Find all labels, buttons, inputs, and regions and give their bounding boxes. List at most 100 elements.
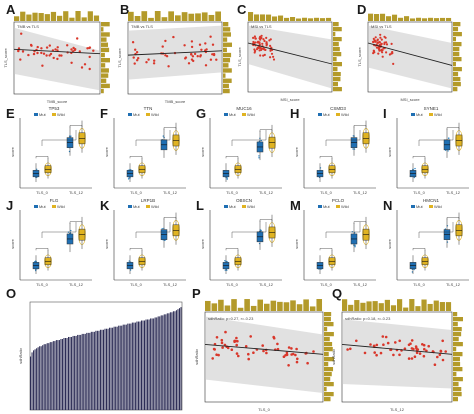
marginal-bar-top <box>296 18 302 21</box>
data-point <box>378 40 381 44</box>
waterfall-bar <box>84 333 86 410</box>
waterfall-bar <box>37 347 39 410</box>
marginal-bar-top <box>211 303 218 311</box>
group-label-m: TLS_0 <box>320 282 333 287</box>
waterfall-bar <box>122 324 124 410</box>
legend-label-wild-e: Wild <box>57 112 65 117</box>
marginal-bar-right <box>101 47 110 53</box>
waterfall-bar <box>106 328 108 410</box>
marginal-bar-right <box>324 392 334 397</box>
marginal-bar-right <box>333 77 341 82</box>
marginal-bar-top <box>14 16 20 21</box>
group-label-i: TLS_12 <box>446 190 461 195</box>
marginal-bar-right <box>453 27 459 32</box>
waterfall-bar <box>68 336 70 410</box>
marginal-bar-right <box>333 42 339 47</box>
waterfall-bar <box>159 316 161 410</box>
data-point <box>145 61 148 64</box>
data-point <box>88 55 91 59</box>
significance-bracket <box>69 221 83 224</box>
marginal-bar-top <box>257 299 264 311</box>
marginal-bar-top <box>148 17 154 21</box>
marginal-bar-top <box>87 11 93 21</box>
waterfall-bar <box>139 321 141 410</box>
data-point <box>270 52 274 55</box>
data-point <box>92 49 95 52</box>
data-point <box>260 36 263 40</box>
y-axis-label-n: score <box>387 238 392 249</box>
significance-bracket <box>446 217 460 220</box>
group-label-e: TLS_12 <box>69 190 84 195</box>
marginal-bar-top <box>231 299 237 311</box>
data-point <box>290 347 293 350</box>
confidence-band-q <box>342 319 452 389</box>
marginal-bar-right <box>223 42 232 47</box>
regression-line-d <box>367 42 453 66</box>
data-point <box>421 343 424 346</box>
waterfall-bar <box>43 344 45 410</box>
data-point <box>21 50 25 53</box>
panel-label-l: L <box>196 198 204 213</box>
waterfall-bar <box>87 332 89 410</box>
data-point <box>372 40 375 43</box>
group-bracket <box>418 222 454 238</box>
legend-swatch-wild-j <box>52 205 56 208</box>
jitter-point <box>411 271 414 273</box>
data-point <box>253 48 256 51</box>
data-point <box>196 55 199 58</box>
data-point <box>88 46 92 49</box>
x-axis-label-b: TMB_score <box>165 99 186 104</box>
waterfall-bar <box>64 338 67 410</box>
data-point <box>260 34 263 37</box>
legend-swatch-mut-j <box>34 205 38 208</box>
data-point <box>287 364 290 367</box>
waterfall-bar <box>34 349 36 410</box>
marginal-bar-top <box>181 12 188 21</box>
waterfall-bar <box>121 325 123 410</box>
gene-title-m: PCLO <box>332 198 345 203</box>
jitter-point <box>352 135 354 137</box>
data-point <box>265 42 268 45</box>
marginal-bar-top <box>175 15 181 21</box>
data-point <box>276 347 280 351</box>
marginal-bar-right <box>453 392 462 397</box>
waterfall-bar <box>144 320 146 410</box>
jitter-point <box>224 260 226 262</box>
marginal-bar-right <box>101 52 105 58</box>
y-axis-label-g: score <box>200 146 205 157</box>
waterfall-bar <box>136 321 138 410</box>
data-point <box>70 61 73 64</box>
marginal-bar-right <box>101 58 110 63</box>
waterfall-bar <box>92 331 94 410</box>
data-point <box>42 52 46 55</box>
marginal-bar-top <box>270 300 277 311</box>
group-bracket <box>41 130 77 146</box>
marginal-bar-right <box>333 82 339 87</box>
y-axis-label-q: sdhRatio <box>331 348 336 365</box>
marginal-bar-top <box>372 301 378 311</box>
data-point <box>132 56 135 59</box>
data-point <box>190 52 193 56</box>
marginal-bar-top <box>69 17 75 21</box>
data-point <box>427 344 431 348</box>
waterfall-bar <box>78 334 80 410</box>
waterfall-bar <box>66 338 68 410</box>
marginal-bar-right <box>101 42 109 47</box>
data-point <box>137 57 140 60</box>
marginal-bar-right <box>101 83 110 89</box>
waterfall-bar <box>119 325 121 410</box>
y-axis-label-c: TLS_score <box>237 47 242 67</box>
jitter-point <box>161 228 163 230</box>
legend-swatch-mut-k <box>128 205 132 208</box>
jitter-point <box>413 176 415 179</box>
data-point <box>418 352 422 355</box>
data-point <box>211 43 215 46</box>
group-label-j: TLS_0 <box>36 282 49 287</box>
marginal-bar-top <box>272 16 278 21</box>
marginal-bar-right <box>453 362 461 367</box>
data-point <box>410 339 414 342</box>
marginal-bar-top <box>368 13 374 21</box>
marginal-bar-right <box>453 87 458 92</box>
marginal-bar-top <box>296 304 303 311</box>
marginal-bar-right <box>324 317 331 322</box>
